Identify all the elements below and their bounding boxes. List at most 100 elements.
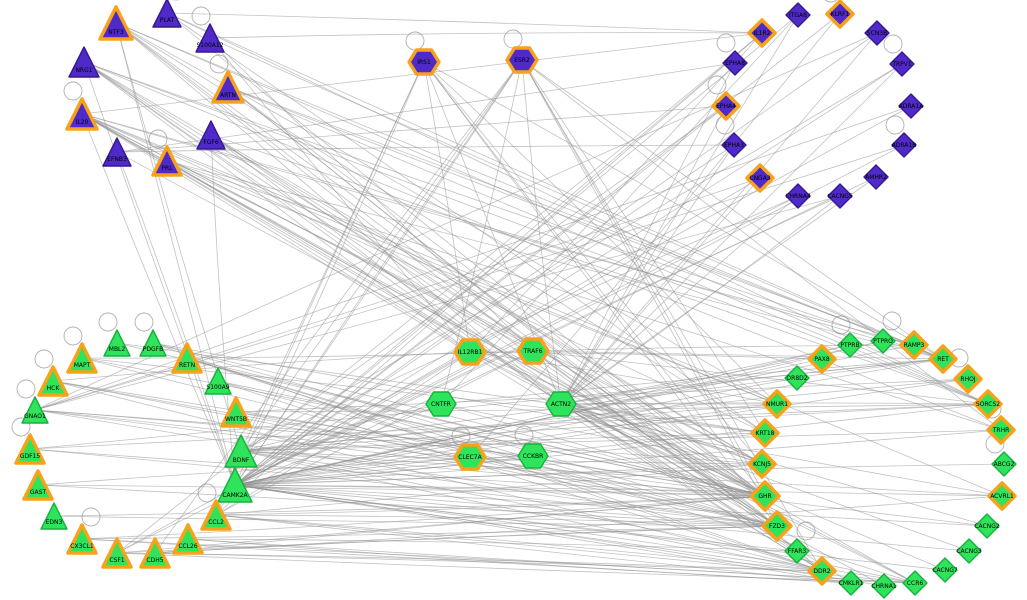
FZD3-diamond-shape[interactable] — [761, 510, 793, 542]
CNTFR-hexagon-shape[interactable] — [425, 391, 457, 417]
FFAR3-diamond-shape[interactable] — [784, 538, 810, 564]
CACNG7-diamond-shape[interactable] — [932, 557, 958, 583]
node-PDGFB[interactable]: PDGFB — [139, 329, 167, 357]
node-IL1R2[interactable]: IL1R2 — [747, 18, 777, 48]
GAST-triangle-shape[interactable] — [22, 469, 54, 501]
PTPRB-diamond-shape[interactable] — [837, 332, 863, 358]
node-KLRF1[interactable]: KLRF1 — [825, 0, 855, 29]
IL20-triangle-shape[interactable] — [65, 97, 99, 131]
ABCG2-diamond-shape[interactable] — [991, 451, 1017, 477]
node-ESR2[interactable]: ESR2 — [505, 46, 539, 74]
SORCS2-diamond-shape[interactable] — [973, 389, 1003, 419]
node-EPHA8[interactable]: EPHA8 — [722, 50, 748, 76]
CCL2-triangle-shape[interactable] — [200, 499, 232, 531]
PAX8-diamond-shape[interactable] — [807, 344, 837, 374]
ARTN-triangle-shape[interactable] — [211, 70, 245, 104]
NMUR1-diamond-shape[interactable] — [762, 389, 792, 419]
node-ADRA1A[interactable]: ADRA1A — [898, 93, 925, 119]
node-CCR6[interactable]: CCR6 — [902, 570, 928, 596]
GHR-diamond-shape[interactable] — [749, 480, 781, 512]
DDR2-diamond-shape[interactable] — [807, 556, 837, 586]
RAMP3-diamond-shape[interactable] — [899, 330, 929, 360]
EPHA3-diamond-shape[interactable] — [721, 132, 747, 158]
RET-diamond-shape[interactable] — [928, 344, 958, 374]
ESR2-hexagon-shape[interactable] — [505, 46, 539, 74]
node-S100A9[interactable]: S100A9 — [204, 367, 232, 395]
node-CHRNA1[interactable]: CHRNA1 — [871, 573, 897, 599]
NTF3-triangle-shape[interactable] — [98, 5, 134, 41]
node-RHOJ[interactable]: RHOJ — [953, 364, 983, 394]
node-NRG1[interactable]: NRG1 — [68, 46, 100, 78]
node-IRS1[interactable]: IRS1 — [407, 48, 441, 76]
PLAT-triangle-shape[interactable] — [152, 0, 182, 28]
WNT5B-triangle-shape[interactable] — [220, 396, 252, 428]
node-AMHR2[interactable]: AMHR2 — [863, 164, 889, 190]
BDNF-triangle-shape[interactable] — [224, 434, 258, 468]
node-PAX8[interactable]: PAX8 — [807, 344, 837, 374]
node-NTF3[interactable]: NTF3 — [98, 5, 134, 41]
CDH5-triangle-shape[interactable] — [139, 537, 171, 569]
CACNG2-diamond-shape[interactable] — [974, 513, 1000, 539]
node-TRHR[interactable]: TRHR — [986, 415, 1016, 445]
ADRA1B-diamond-shape[interactable] — [891, 132, 917, 158]
CNGA3-diamond-shape[interactable] — [745, 163, 775, 193]
MAPT-triangle-shape[interactable] — [66, 342, 98, 374]
node-HCK[interactable]: HCK — [37, 365, 69, 397]
node-ABCG2[interactable]: ABCG2 — [991, 451, 1017, 477]
node-IL12RB1[interactable]: IL12RB1 — [453, 338, 487, 366]
EPHA8-diamond-shape[interactable] — [722, 50, 748, 76]
SCN3B-diamond-shape[interactable] — [864, 20, 890, 46]
EPHA4-diamond-shape[interactable] — [711, 91, 741, 121]
RETN-triangle-shape[interactable] — [171, 342, 203, 374]
node-CACNG2[interactable]: CACNG2 — [974, 513, 1000, 539]
node-RET[interactable]: RET — [928, 344, 958, 374]
node-IL20[interactable]: IL20 — [65, 97, 99, 131]
node-CNTFR[interactable]: CNTFR — [425, 391, 457, 417]
node-GNAO1[interactable]: GNAO1 — [21, 396, 49, 424]
ACVRL1-diamond-shape[interactable] — [987, 481, 1017, 511]
node-CACNG5[interactable]: CACNG5 — [827, 183, 853, 209]
FGF6-triangle-shape[interactable] — [196, 120, 226, 150]
OR8D2-diamond-shape[interactable] — [784, 365, 810, 391]
S100A12-triangle-shape[interactable] — [195, 23, 225, 53]
ITGA8-diamond-shape[interactable] — [785, 2, 811, 28]
CCKBR-hexagon-shape[interactable] — [517, 443, 549, 469]
CLEC7A-hexagon-shape[interactable] — [453, 443, 487, 471]
node-CACNG7[interactable]: CACNG7 — [932, 557, 958, 583]
PRL-triangle-shape[interactable] — [151, 145, 183, 177]
node-CACNG3[interactable]: CACNG3 — [956, 538, 982, 564]
node-ADRA1B[interactable]: ADRA1B — [891, 132, 917, 158]
CX3CL1-triangle-shape[interactable] — [66, 523, 98, 555]
IL1R2-diamond-shape[interactable] — [747, 18, 777, 48]
EFNB3-triangle-shape[interactable] — [102, 137, 132, 167]
KRT18-diamond-shape[interactable] — [750, 418, 780, 448]
CAMK2A-triangle-shape[interactable] — [217, 467, 253, 503]
S100A9-triangle-shape[interactable] — [204, 367, 232, 395]
NRG1-triangle-shape[interactable] — [68, 46, 100, 78]
RHOJ-diamond-shape[interactable] — [953, 364, 983, 394]
CHRNA1-diamond-shape[interactable] — [871, 573, 897, 599]
node-MBL2[interactable]: MBL2 — [103, 329, 131, 357]
node-ITGA8[interactable]: ITGA8 — [785, 2, 811, 28]
node-ACVRL1[interactable]: ACVRL1 — [987, 481, 1017, 511]
CCR6-diamond-shape[interactable] — [902, 570, 928, 596]
IRS1-hexagon-shape[interactable] — [407, 48, 441, 76]
node-TRAF6[interactable]: TRAF6 — [516, 337, 550, 365]
node-KRT18[interactable]: KRT18 — [750, 418, 780, 448]
CCL26-triangle-shape[interactable] — [172, 523, 204, 555]
TRHR-diamond-shape[interactable] — [986, 415, 1016, 445]
EDN3-triangle-shape[interactable] — [40, 502, 68, 530]
AMHR2-diamond-shape[interactable] — [863, 164, 889, 190]
PTPRO-diamond-shape[interactable] — [870, 328, 896, 354]
TRAF6-hexagon-shape[interactable] — [516, 337, 550, 365]
CACNG5-diamond-shape[interactable] — [827, 183, 853, 209]
KCNJ5-diamond-shape[interactable] — [747, 449, 777, 479]
GDF15-triangle-shape[interactable] — [14, 433, 46, 465]
CSF1-triangle-shape[interactable] — [101, 537, 133, 569]
node-CCKBR[interactable]: CCKBR — [517, 443, 549, 469]
node-ACTN2[interactable]: ACTN2 — [545, 391, 577, 417]
MBL2-triangle-shape[interactable] — [103, 329, 131, 357]
CMKLR1-diamond-shape[interactable] — [838, 570, 864, 596]
TRPV1-diamond-shape[interactable] — [889, 51, 915, 77]
